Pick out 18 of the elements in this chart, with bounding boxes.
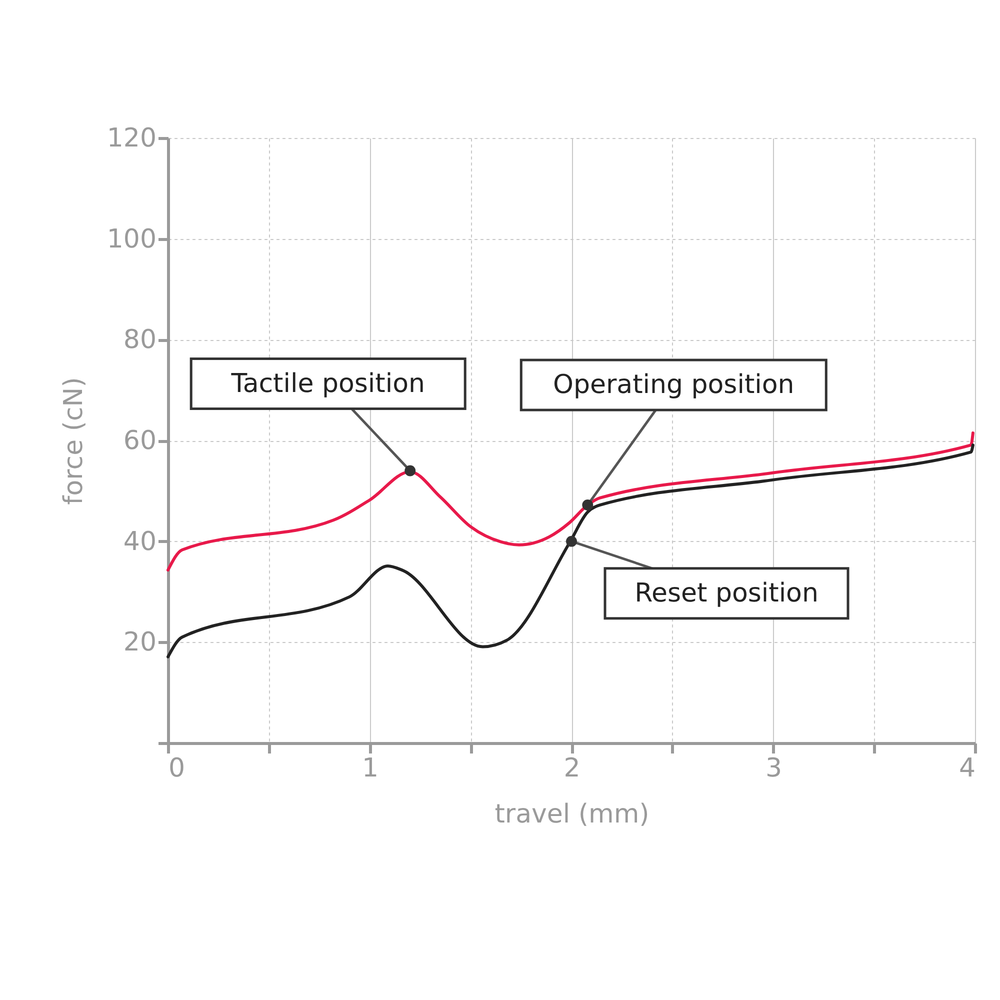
x-tick-label: 4 bbox=[958, 754, 976, 784]
annotation: Operating position bbox=[553, 370, 794, 400]
y-tick-label: 100 bbox=[106, 224, 156, 254]
annotation: Tactile position bbox=[230, 368, 425, 399]
y-tick-label: 40 bbox=[123, 526, 156, 557]
line-series bbox=[166, 444, 974, 658]
x-tick-label: 0 bbox=[168, 754, 186, 784]
y-tick-label: 60 bbox=[123, 426, 156, 456]
x-axis-title: travel (mm) bbox=[494, 800, 650, 830]
y-tick-label: 20 bbox=[123, 628, 156, 658]
y-tick-label: 120 bbox=[106, 124, 156, 154]
x-tick-label: 3 bbox=[765, 754, 782, 784]
y-tick-label: 80 bbox=[123, 325, 156, 356]
line-series bbox=[166, 431, 974, 572]
x-tick-label: 1 bbox=[362, 754, 379, 784]
annotation: Reset position bbox=[634, 578, 818, 608]
y-axis-title: force (cN) bbox=[58, 377, 89, 505]
x-tick-label: 2 bbox=[564, 754, 580, 784]
